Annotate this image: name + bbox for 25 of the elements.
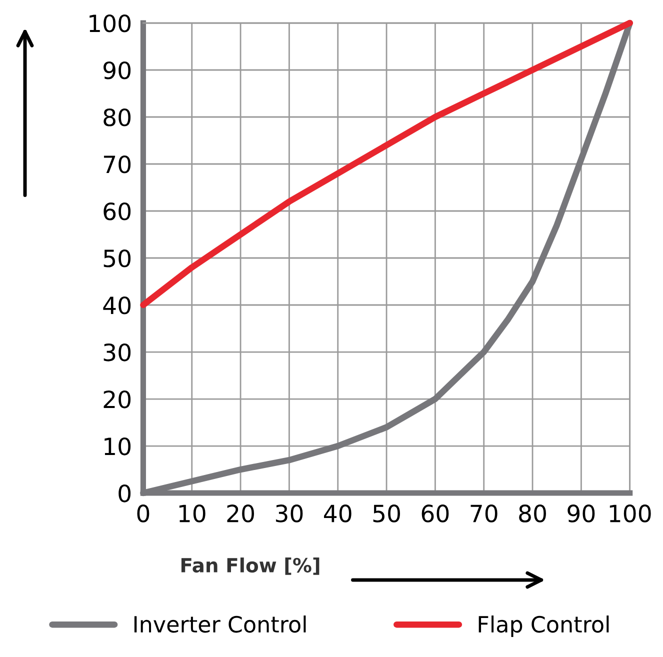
y-tick-label: 20 xyxy=(104,390,131,408)
x-tick-label: 90 xyxy=(568,504,595,522)
x-tick-label: 10 xyxy=(179,504,206,522)
y-tick-label: 100 xyxy=(90,14,131,32)
x-tick-label: 0 xyxy=(137,504,150,522)
x-tick-label: 80 xyxy=(519,504,546,522)
y-tick-label: 40 xyxy=(103,296,131,314)
x-tick-label: 60 xyxy=(422,504,449,522)
y-tick-label: 10 xyxy=(104,437,131,456)
legend-label: Inverter Control xyxy=(134,615,306,633)
y-tick-label: 0 xyxy=(118,484,131,502)
y-tick-label: 60 xyxy=(104,202,131,220)
x-tick-label: 20 xyxy=(227,504,254,522)
x-tick-label: 100 xyxy=(610,504,651,522)
x-tick-label: 50 xyxy=(373,504,400,522)
y-tick-label: 50 xyxy=(104,249,131,268)
x-tick-label: 40 xyxy=(324,504,352,522)
x-tick-label: 70 xyxy=(470,504,498,522)
legend-label: Flap Control xyxy=(478,615,609,637)
x-axis-title: Fan Flow [%] xyxy=(181,558,320,575)
y-tick-label: 30 xyxy=(104,343,131,362)
y-tick-label: 80 xyxy=(104,108,131,126)
y-tick-label: 70 xyxy=(104,155,131,174)
y-tick-label: 90 xyxy=(104,61,131,80)
x-tick-label: 30 xyxy=(276,504,303,522)
